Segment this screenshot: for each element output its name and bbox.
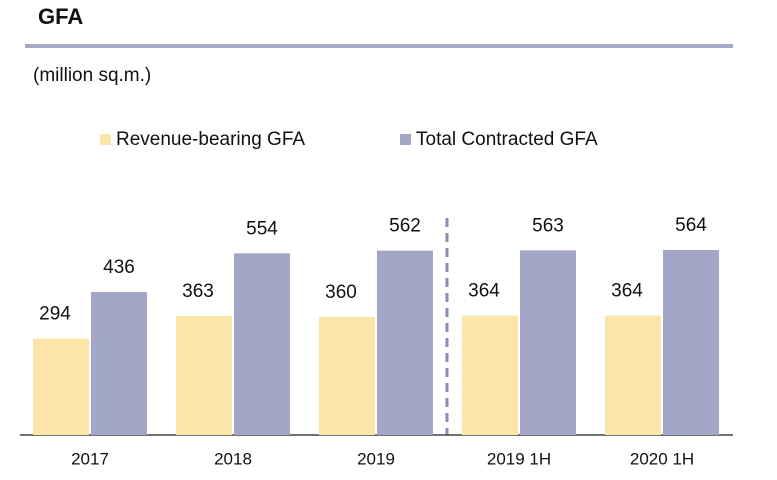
chart-title: GFA: [38, 4, 83, 29]
value-label: 562: [389, 216, 421, 237]
x-tick-label: 2020 1H: [630, 449, 694, 468]
legend-swatch: [100, 134, 111, 145]
x-tick-label: 2019 1H: [487, 449, 551, 468]
bar: [91, 291, 147, 435]
value-label: 363: [182, 281, 214, 302]
value-label: 564: [675, 215, 707, 236]
bar: [33, 338, 89, 435]
legend-swatch: [400, 134, 411, 145]
value-label: 364: [611, 281, 643, 302]
value-label: 436: [103, 257, 135, 278]
value-label: 563: [532, 215, 564, 236]
legend-label: Total Contracted GFA: [416, 129, 598, 150]
legend-label: Revenue-bearing GFA: [116, 129, 305, 150]
bar: [520, 250, 576, 435]
value-label: 554: [246, 218, 278, 239]
bar: [605, 315, 661, 435]
chart-subtitle: (million sq.m.): [33, 65, 151, 86]
x-tick-label: 2019: [357, 449, 395, 468]
x-tick-label: 2018: [214, 449, 252, 468]
value-label: 364: [468, 281, 500, 302]
bar: [319, 316, 375, 435]
bar: [462, 315, 518, 435]
x-tick-label: 2017: [71, 449, 109, 468]
bar: [234, 253, 290, 435]
value-label: 294: [39, 304, 71, 325]
bar: [176, 315, 232, 435]
bar: [377, 250, 433, 435]
bar: [663, 250, 719, 435]
value-label: 360: [325, 282, 357, 303]
